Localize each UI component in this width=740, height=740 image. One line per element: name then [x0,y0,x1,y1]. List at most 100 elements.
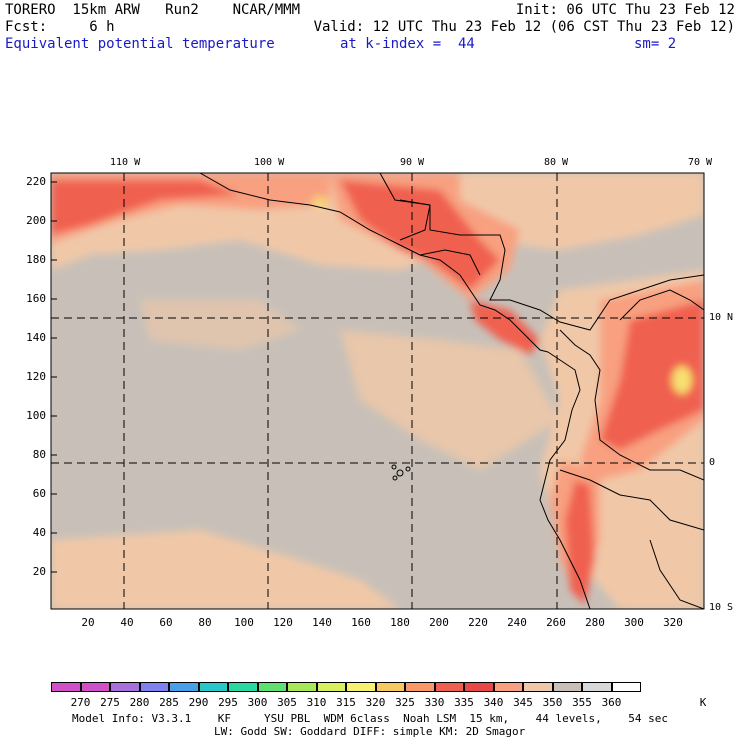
valid-time: Valid: 12 UTC Thu 23 Feb 12 (06 CST Thu … [313,19,735,35]
x-tick: 320 [663,616,683,629]
y-tick: 180 [26,253,46,266]
hot-spot-colombia [672,366,692,394]
colorbar-swatch [375,682,405,692]
warm-band-west [140,300,300,350]
lat-label-10n: 10 N [709,312,734,323]
colorbar-swatch [405,682,435,692]
high-region-andes [565,480,595,605]
colorbar-swatch [493,682,523,692]
colorbar-swatch [434,682,464,692]
border-brazil [649,539,704,609]
colorbar-label: 335 [454,696,474,709]
colorbar-swatch [228,682,258,692]
colorbar-swatch [287,682,317,692]
y-tick: 80 [32,448,46,461]
colorbar-label: 355 [572,696,592,709]
colorbar-label: 285 [159,696,179,709]
y-tick: 40 [32,526,46,539]
colorbar-swatch [464,682,494,692]
colorbar-label: 315 [336,696,356,709]
colorbar-swatch [110,682,140,692]
high-region-mexico [51,180,240,235]
border-peru [559,469,704,531]
coastline-venezuela [619,289,704,321]
y-tick: 20 [32,565,46,578]
colorbar-label: 325 [395,696,415,709]
high-region-costa-rica [470,300,540,355]
galapagos-islands [391,464,411,481]
warm-region-south [51,530,400,609]
colorbar-swatch [169,682,199,692]
hot-spot-guatemala [312,196,328,208]
y-tick: 120 [26,370,46,383]
colorbar-swatch [552,682,582,692]
lon-label-100w: 100 W [254,157,285,168]
coastline-caribbean [379,173,704,331]
colorbar-swatch [582,682,612,692]
colorbar-label: 345 [513,696,533,709]
colorbar-label: 300 [247,696,268,709]
lon-label-70w: 70 W [688,157,713,168]
warm-band-mid [340,330,560,470]
colorbar-label: 290 [188,696,209,709]
level-label: at k-index = 44 [340,36,475,52]
x-tick: 100 [234,616,254,629]
plot-frame [50,172,705,610]
y-tick: 200 [26,214,46,227]
colorbar-label: 330 [424,696,445,709]
lon-label-80w: 80 W [544,157,569,168]
x-tick: 240 [507,616,527,629]
x-tick: 200 [429,616,449,629]
forecast-hour: Fcst: 6 h [5,19,115,35]
y-tick: 220 [26,175,46,188]
lon-label-110w: 110 W [110,157,141,168]
x-tick: 40 [120,616,134,629]
x-tick: 300 [624,616,644,629]
lon-label-90w: 90 W [400,157,425,168]
colorbar-label: 270 [70,696,91,709]
x-tick: 220 [468,616,488,629]
colorbar-swatch [316,682,346,692]
x-tick: 60 [159,616,173,629]
x-tick: 180 [390,616,410,629]
init-time: Init: 06 UTC Thu 23 Feb 12 [515,2,735,18]
border-colombia [559,329,704,481]
coastline-pacific-sa [539,351,591,609]
lat-label-10s: 10 S [709,602,734,613]
coastline-mexico [199,173,549,353]
y-tick: 60 [32,487,46,500]
colorbar-swatch [523,682,553,692]
x-tick: 80 [198,616,212,629]
colorbar-label: 310 [306,696,327,709]
y-tick: 160 [26,292,46,305]
colorbar-label: 280 [129,696,150,709]
model-title: TORERO 15km ARW Run2 NCAR/MMM [5,2,301,18]
x-tick: 280 [585,616,605,629]
x-tick: 160 [351,616,371,629]
colorbar-label: 305 [277,696,297,709]
x-tick: 120 [273,616,293,629]
colorbar-label: 320 [365,696,386,709]
colorbar-label: 295 [218,696,238,709]
y-tick: 140 [26,331,46,344]
field-name: Equivalent potential temperature [5,36,275,52]
x-tick: 260 [546,616,566,629]
colorbar-swatch [611,682,641,692]
border-honduras [419,249,481,276]
colorbar-swatch [198,682,228,692]
border-guatemala [399,199,431,241]
colorbar-label: 360 [601,696,622,709]
physics-info: LW: Godd SW: Goddard DIFF: simple KM: 2D… [214,725,526,738]
lat-label-0: 0 [709,457,716,468]
colorbar-swatch [80,682,110,692]
x-tick: 140 [312,616,332,629]
colorbar-swatch [139,682,169,692]
colorbar-swatch [257,682,287,692]
colorbar-label: 275 [100,696,120,709]
y-tick: 100 [26,409,46,422]
colorbar-unit: K [699,696,707,709]
colorbar-swatch [51,682,81,692]
colorbar-swatch [346,682,376,692]
axis-tick-marks [51,181,57,573]
